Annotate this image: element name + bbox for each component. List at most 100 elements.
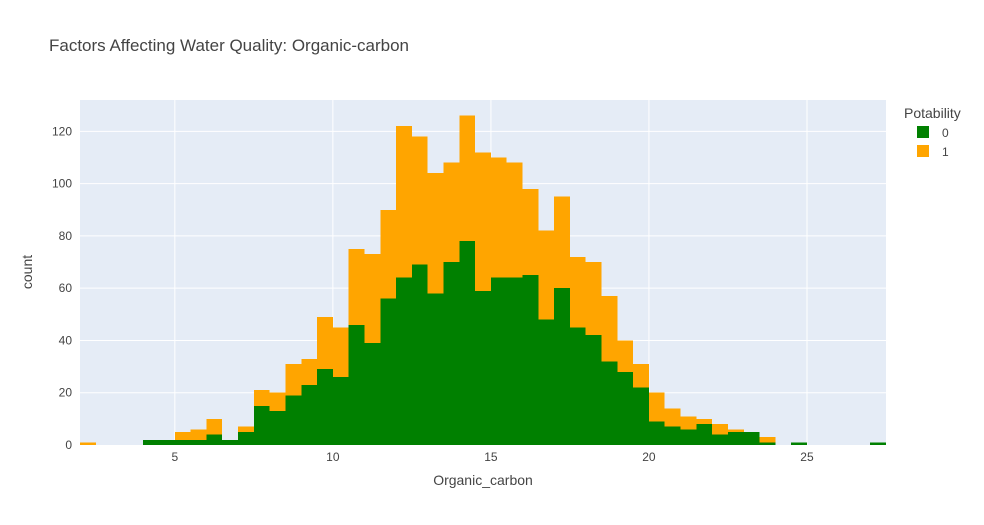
bar-series-1 [285,363,302,396]
legend-swatch-1 [917,145,929,157]
x-tick-label: 20 [642,450,656,464]
bar-series-0 [633,387,649,445]
bar-series-0 [317,369,333,445]
bar-series-1 [332,327,349,378]
bar-series-0 [380,298,397,445]
bar-series-1 [727,429,744,432]
y-tick-label: 60 [59,281,73,295]
legend[interactable]: Potability 0 1 [904,105,961,159]
legend-swatch-0 [917,126,929,138]
bar-series-0 [680,429,697,445]
bar-series-0 [411,264,428,445]
bar-series-0 [664,426,681,445]
bar-series-1 [80,442,96,445]
bar-series-0 [459,241,476,445]
bar-series-0 [301,384,318,445]
bar-series-0 [538,319,555,445]
bar-series-1 [506,162,523,278]
bar-series-0 [870,442,886,445]
bar-series-0 [727,431,744,445]
bar-series-1 [301,358,318,385]
y-tick-label: 120 [52,124,72,138]
y-tick-label: 100 [52,177,72,191]
bar-series-0 [601,361,618,445]
bar-series-0 [190,439,207,445]
x-tick-label: 10 [326,450,340,464]
x-tick-label: 5 [171,450,178,464]
y-tick-label: 20 [59,386,73,400]
bar-series-0 [759,442,776,445]
legend-title: Potability [904,105,961,121]
bar-series-1 [238,426,254,432]
bar-series-0 [490,277,507,445]
legend-label-1: 1 [942,145,949,159]
y-tick-labels: 0 20 40 60 80 100 120 [52,124,72,452]
bar-series-1 [459,115,476,242]
bar-series-1 [664,408,681,427]
bar-series-0 [617,371,634,445]
bar-series-1 [554,196,570,289]
y-axis-title: count [19,255,35,289]
bar-series-0 [238,431,254,445]
bar-series-0 [427,293,444,445]
bar-series-1 [443,162,460,263]
bar-series-1 [585,262,602,336]
bar-series-0 [743,431,760,445]
bar-series-1 [617,340,634,372]
bar-series-0 [222,439,239,445]
bar-series-0 [143,439,160,445]
x-tick-label: 25 [800,450,814,464]
bar-series-1 [206,418,223,435]
bar-series-0 [506,277,523,445]
bar-series-1 [759,437,776,443]
bar-series-0 [206,434,223,445]
bar-series-0 [712,434,728,445]
bar-series-1 [364,254,381,344]
x-tick-labels: 5 10 15 20 25 [171,450,813,464]
legend-item-0[interactable]: 0 [917,126,949,140]
bar-series-1 [680,416,697,430]
bar-series-1 [190,429,207,440]
bar-series-1 [522,188,539,276]
bar-series-0 [443,262,460,445]
bar-series-1 [427,173,444,294]
x-tick-label: 15 [484,450,498,464]
bar-series-1 [601,296,618,362]
y-tick-label: 80 [59,229,73,243]
x-axis-title: Organic_carbon [433,472,533,488]
bar-series-1 [348,248,365,325]
bar-series-0 [554,288,570,445]
bar-series-1 [396,126,412,278]
bar-series-0 [332,377,349,445]
bar-series-1 [648,392,665,422]
bar-series-0 [285,395,302,445]
bar-series-0 [648,421,665,445]
bar-series-1 [475,152,491,291]
bar-series-0 [569,327,586,445]
bar-series-1 [317,316,333,370]
legend-label-0: 0 [942,126,949,140]
bar-series-0 [696,424,713,445]
bar-series-0 [364,343,381,445]
chart-title: Factors Affecting Water Quality: Organic… [49,36,409,55]
bar-series-1 [538,230,555,320]
bar-series-0 [522,275,539,445]
bar-series-1 [696,418,713,425]
bar-series-1 [712,424,728,435]
legend-item-1[interactable]: 1 [917,145,949,159]
bar-series-0 [348,324,365,445]
bar-series-0 [174,439,191,445]
bar-series-1 [174,431,191,440]
y-tick-label: 40 [59,333,73,347]
bar-series-0 [253,405,270,445]
bar-series-1 [490,157,507,278]
bar-series-1 [411,136,428,265]
bar-series-0 [269,411,286,445]
bar-series-0 [585,335,602,445]
bars [80,115,886,445]
bar-series-1 [380,209,397,299]
bar-series-0 [475,290,491,445]
y-tick-label: 0 [65,438,72,452]
bar-series-1 [253,390,270,406]
